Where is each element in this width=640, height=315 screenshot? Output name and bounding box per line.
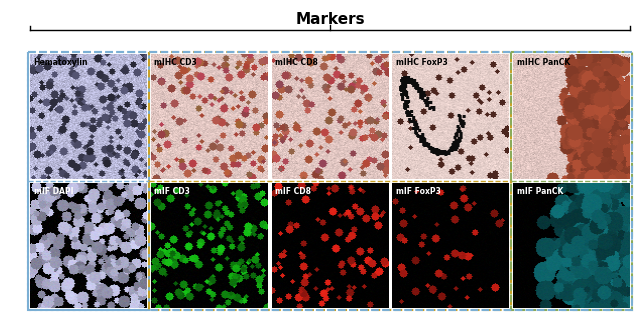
- Text: mIHC: mIHC: [8, 101, 18, 132]
- Text: Immune: Immune: [303, 37, 356, 50]
- Text: mIHC CD8: mIHC CD8: [275, 58, 318, 67]
- Text: Tumor: Tumor: [551, 37, 592, 50]
- Text: mIF DAPI: mIF DAPI: [33, 187, 73, 196]
- Bar: [28, 52, 149, 310]
- Bar: [511, 52, 632, 310]
- Text: mIF CD3: mIF CD3: [154, 187, 190, 196]
- Text: mIF CD8: mIF CD8: [275, 187, 311, 196]
- Text: Nuclear: Nuclear: [63, 37, 114, 50]
- Text: Markers: Markers: [295, 12, 365, 27]
- Text: mIHC FoxP3: mIHC FoxP3: [396, 58, 447, 67]
- Text: mIHC CD3: mIHC CD3: [154, 58, 197, 67]
- Text: mIHC PanCK: mIHC PanCK: [516, 58, 570, 67]
- Text: mIF: mIF: [8, 235, 18, 256]
- Bar: [28, 52, 632, 310]
- Text: Hematoxylin: Hematoxylin: [33, 58, 88, 67]
- Bar: [149, 52, 511, 310]
- Text: mIF PanCK: mIF PanCK: [516, 187, 563, 196]
- Text: mIF FoxP3: mIF FoxP3: [396, 187, 441, 196]
